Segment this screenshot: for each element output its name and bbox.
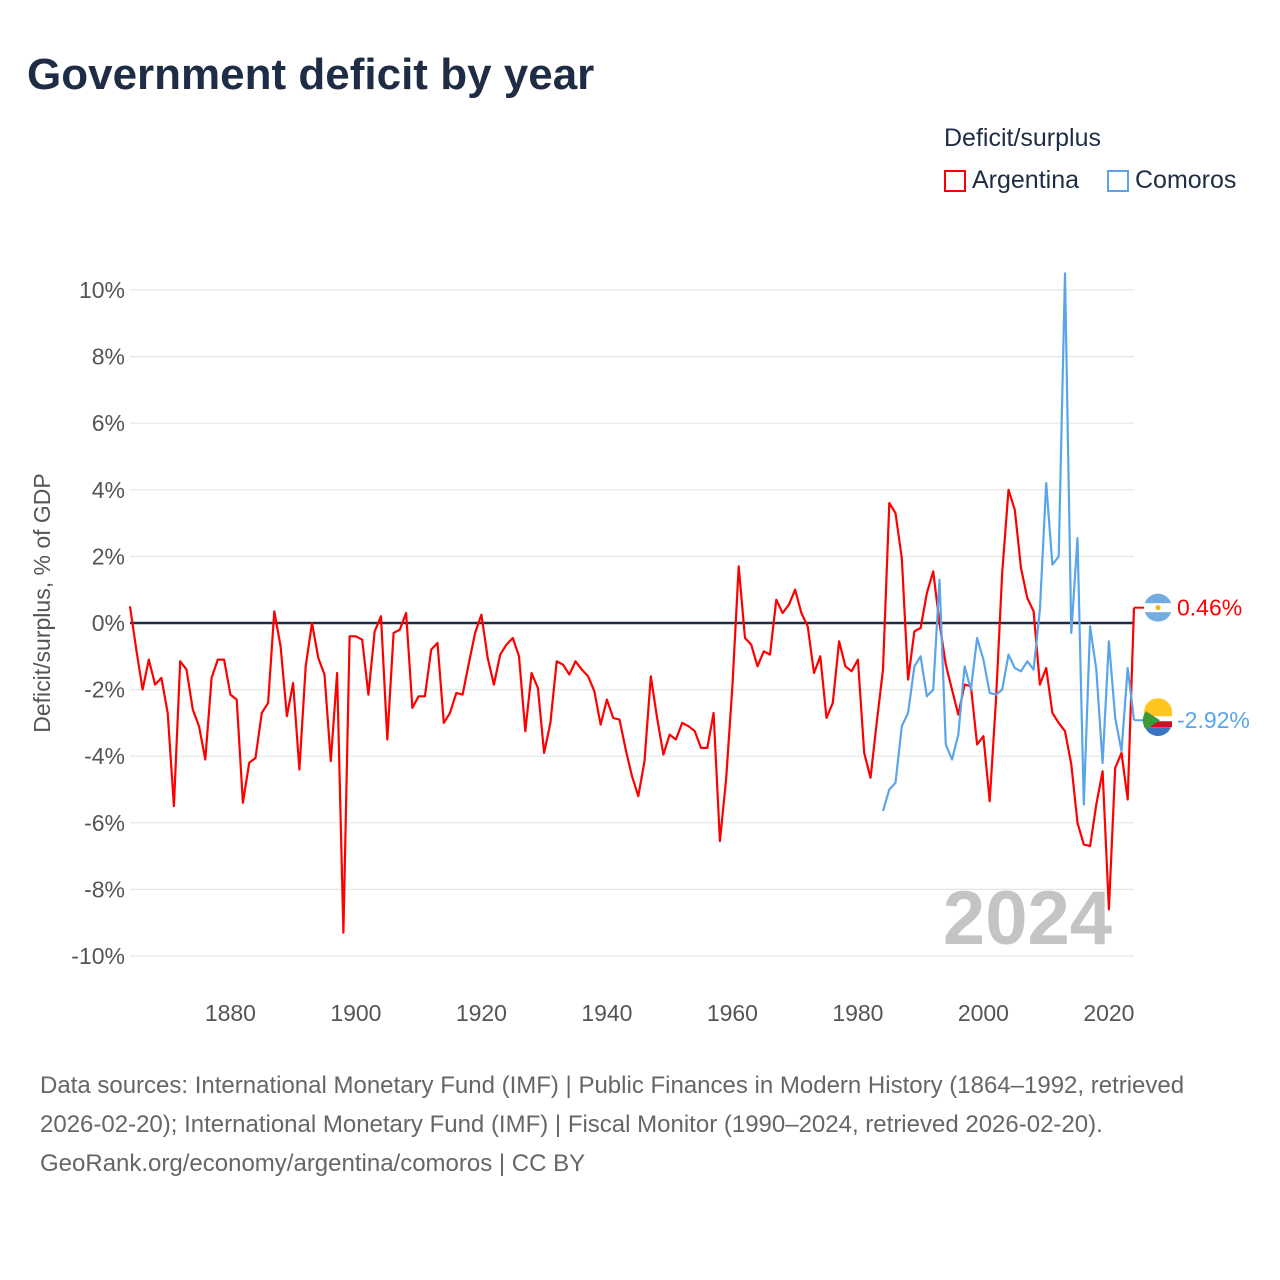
x-tick-label: 1960 [707,1000,758,1026]
x-tick-label: 2000 [958,1000,1009,1026]
end-value-label: -2.92% [1177,707,1250,733]
y-tick-label: 2% [92,543,125,569]
y-tick-label: -4% [84,743,125,769]
flag-stripe [1144,721,1172,728]
legend-swatch-argentina [944,169,966,192]
series-line-comoros [881,272,1136,812]
line-chart: -10% -8% -6% -4% -2% 0% 2% 4% 6% 8% 10% 1880 1900 192… [29,272,1250,1026]
y-tick-label: 6% [92,410,125,436]
legend-item-comoros[interactable]: Comoros [1107,166,1236,195]
legend-item-argentina[interactable]: Argentina [944,166,1079,195]
legend-title: Deficit/surplus [944,124,1101,152]
flag-sun [1155,605,1161,611]
x-tick-label: 1940 [581,1000,632,1026]
year-watermark: 2024 [943,876,1112,961]
legend-label: Argentina [972,166,1080,194]
flag-triangle [1142,711,1160,730]
legend-swatch-comoros [1107,169,1129,192]
x-tick-label: 1880 [205,1000,256,1026]
x-tick-label: 1980 [832,1000,883,1026]
legend-label: Comoros [1135,166,1237,194]
y-tick-label: -10% [71,943,125,969]
chart-title: Government deficit by year [27,50,595,99]
data-sources: Data sources: International Monetary Fun… [40,1072,1185,1138]
series-line-argentina [128,488,1136,934]
flag-stripe [1145,727,1171,737]
x-tick-label: 2020 [1083,1000,1134,1026]
y-tick-label: -8% [84,876,125,902]
y-tick-label: -6% [84,810,125,836]
y-axis-label: Deficit/surplus, % of GDP [29,473,55,732]
end-value-label: 0.46% [1177,595,1242,621]
x-tick-label: 1900 [330,1000,381,1026]
credit-link[interactable]: GeoRank.org/economy/argentina/comoros | … [40,1150,586,1177]
flag-stripe [1144,698,1172,717]
flag-comoros-icon [1142,698,1172,737]
y-tick-label: 10% [79,277,125,303]
footer: Data sources: International Monetary Fun… [40,1066,1240,1183]
y-tick-label: 0% [92,610,125,636]
y-tick-label: 4% [92,477,125,503]
y-tick-label: -2% [84,677,125,703]
y-tick-label: 8% [92,344,125,370]
flag-argentina-icon [1144,593,1172,622]
x-tick-label: 1920 [456,1000,507,1026]
